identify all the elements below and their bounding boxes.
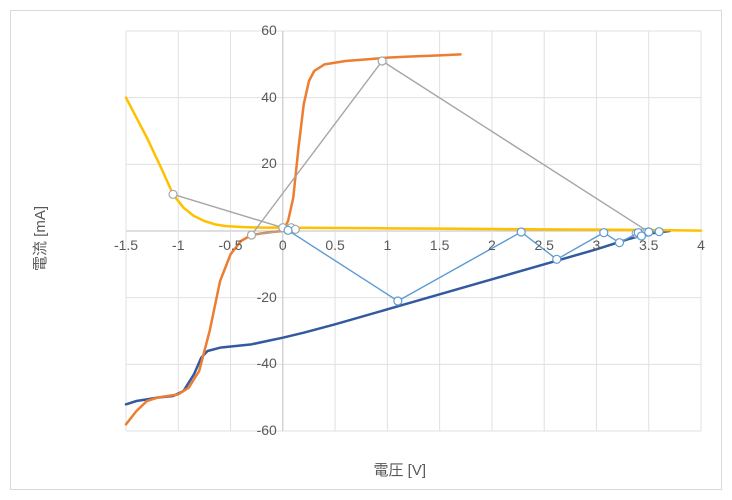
x-tick-label: -0.5 (209, 237, 253, 253)
x-tick-label: 2 (470, 237, 514, 253)
y-tick-label: 40 (235, 89, 277, 105)
y-tick-label: -20 (235, 289, 277, 305)
x-tick-label: -1.5 (104, 237, 148, 253)
x-tick-label: -1 (156, 237, 200, 253)
y-tick-label: 60 (235, 22, 277, 38)
y-tick-label: 20 (235, 155, 277, 171)
x-tick-label: 0 (261, 237, 305, 253)
x-axis-label: 電圧 [V] (374, 459, 427, 480)
x-tick-label: 3 (574, 237, 618, 253)
x-tick-label: 2.5 (522, 237, 566, 253)
x-tick-label: 1.5 (418, 237, 462, 253)
x-tick-label: 4 (679, 237, 723, 253)
x-tick-label: 0.5 (313, 237, 357, 253)
x-tick-label: 3.5 (627, 237, 671, 253)
y-axis-label: 電流 [mA] (29, 206, 50, 271)
y-tick-label: -40 (235, 355, 277, 371)
x-tick-label: 1 (365, 237, 409, 253)
y-tick-label: -60 (235, 422, 277, 438)
chart-frame: -1.5 -1 -0.5 0 0.5 1 1.5 2 2.5 3 3.5 4 -60 -40 -20 20 40… (10, 10, 722, 490)
